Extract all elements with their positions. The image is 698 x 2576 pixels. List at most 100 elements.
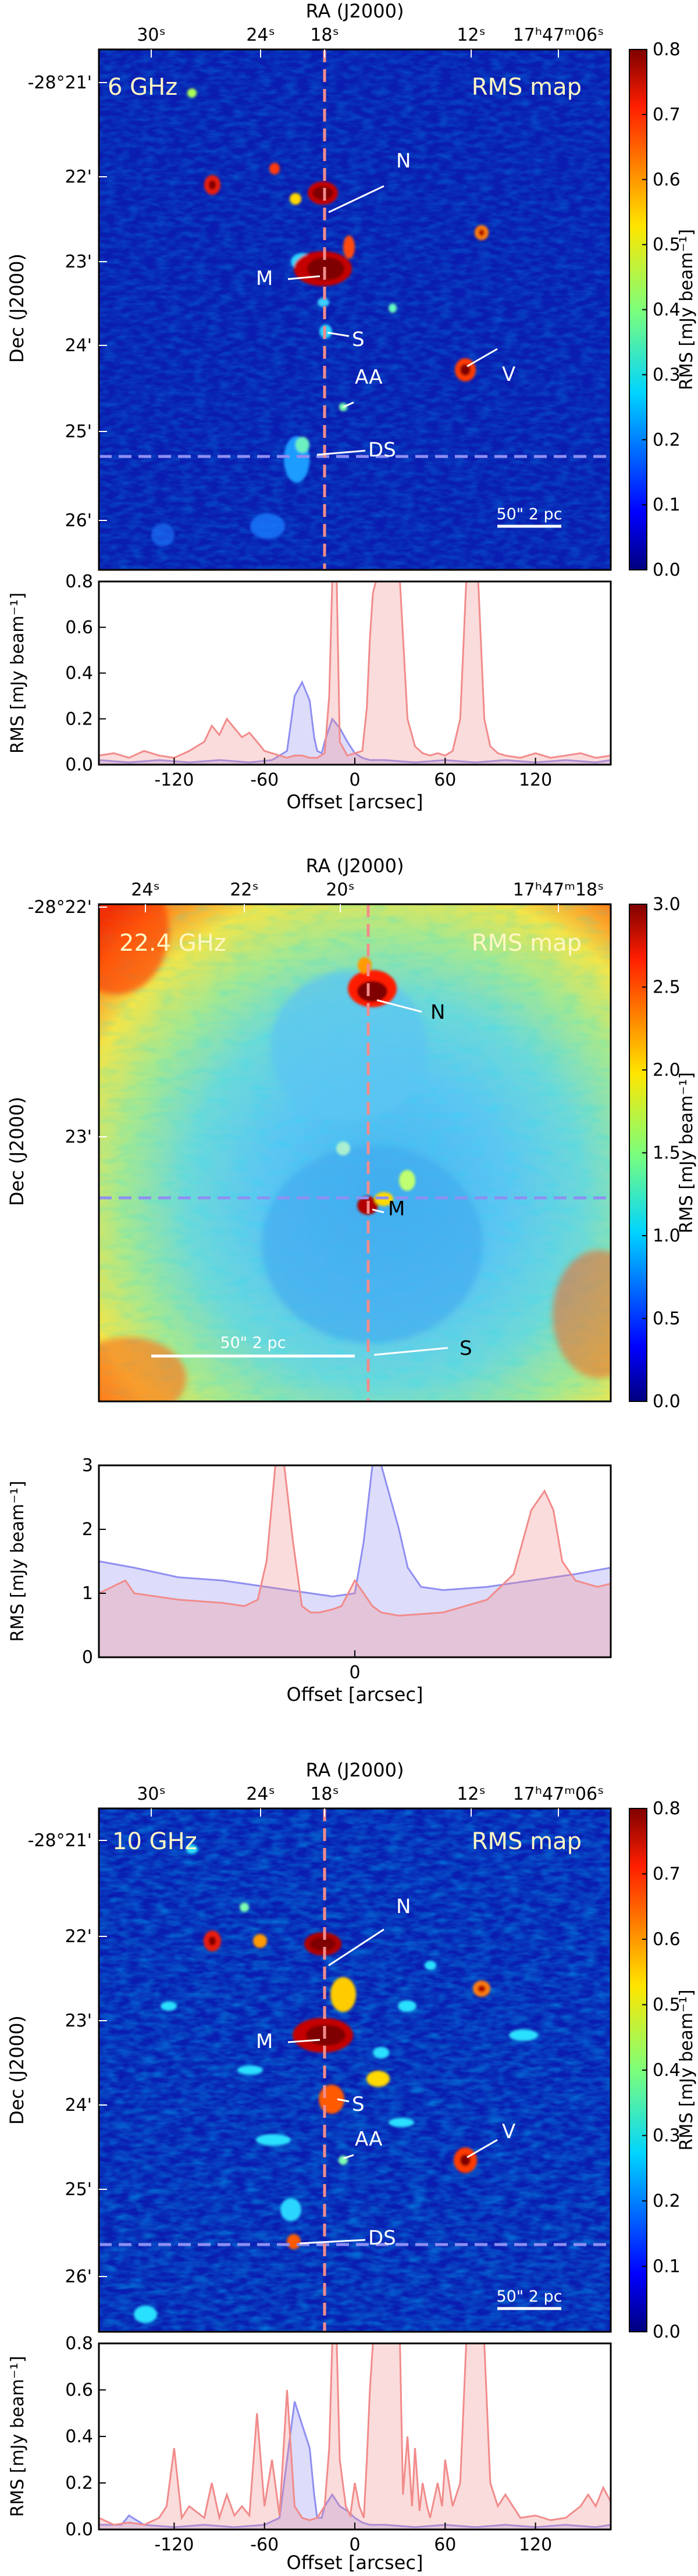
profile-xtick-label: 0 <box>349 770 360 790</box>
colorbar-label: RMS [mJy beam⁻¹] <box>676 229 697 390</box>
colorbar-tick-label: 0.6 <box>653 170 681 190</box>
profile-ylabel: RMS [mJy beam⁻¹] <box>8 1480 28 1642</box>
source-label-aa: AA <box>355 2128 382 2151</box>
dec-tick-label: 23' <box>65 1127 92 1147</box>
colorbar-tick-label: 0.7 <box>653 1864 681 1885</box>
profile-ytick-label: 0.8 <box>65 572 93 592</box>
profile-ytick-label: 0.4 <box>65 663 93 684</box>
colorbar-tick-label: 0.0 <box>653 1392 681 1412</box>
colorbar-tick-label: 0.2 <box>653 430 681 450</box>
ra-tick-label: 17ʰ47ᵐ06ˢ <box>513 25 604 45</box>
ra-axis-label: RA (J2000) <box>306 855 404 877</box>
scale-label: 50" 2 pc <box>496 2288 562 2306</box>
colorbar-tick-label: 1.0 <box>653 1226 681 1246</box>
colorbar-tick-label: 2.0 <box>653 1060 681 1080</box>
ra-tick-label: 22ˢ <box>230 880 258 900</box>
ra-tick-label: 12ˢ <box>457 1784 485 1804</box>
profile-frame <box>98 580 612 766</box>
map-22ghz: 22.4 GHz RMS map N M S 50" 2 pc <box>98 903 612 1403</box>
panel-title: RMS map <box>472 930 582 957</box>
colorbar-tick-label: 1.5 <box>653 1143 681 1164</box>
profile-area-pink <box>99 1465 611 1657</box>
ra-tick-label: 30ˢ <box>137 25 165 45</box>
band-label: 10 GHz <box>112 1828 197 1855</box>
profile-xtick-label: 0 <box>349 1662 360 1683</box>
source-label-s: S <box>352 328 365 351</box>
ra-tick-label: 30ˢ <box>137 1784 165 1804</box>
source-label-s: S <box>460 1337 472 1360</box>
map-6ghz: 6 GHz RMS map N M S AA V DS 50" 2 pc <box>98 48 612 571</box>
profile-line-pink <box>99 1465 611 1617</box>
colorbar-tick-label: 0.1 <box>653 495 681 515</box>
source-label-v: V <box>502 363 515 386</box>
profile-ylabel: RMS [mJy beam⁻¹] <box>8 2356 28 2517</box>
profile-area-pink <box>99 2343 611 2529</box>
colorbar-tick-label: 0.6 <box>653 1929 681 1950</box>
profile-ytick-label: 0.2 <box>65 709 93 729</box>
profile-ytick-label: 0.4 <box>65 2427 93 2447</box>
profile-xtick-label: -60 <box>250 770 279 790</box>
profile-xtick-label: -60 <box>250 2535 279 2555</box>
profile-ytick-label: 0.8 <box>65 2334 93 2354</box>
ra-tick-label: 17ʰ47ᵐ18ˢ <box>513 880 604 900</box>
profile-ytick-label: 0.0 <box>65 2520 93 2540</box>
colorbar-tick-label: 0.0 <box>653 560 681 580</box>
profile-xlabel: Offset [arcsec] <box>287 1683 423 1706</box>
colorbar <box>629 1808 647 2332</box>
colorbar-tick-label: 0.5 <box>653 1309 681 1329</box>
colorbar-tick-label: 0.3 <box>653 2126 681 2146</box>
dec-tick-label: 26' <box>65 511 92 531</box>
profile-xlabel: Offset [arcsec] <box>287 2552 423 2574</box>
source-label-v: V <box>502 2120 515 2143</box>
colorbar-tick-label: 0.4 <box>653 300 681 320</box>
source-label-aa: AA <box>355 366 382 389</box>
profile-xtick-label: -120 <box>154 2535 194 2555</box>
ra-tick-label: 24ˢ <box>131 880 159 900</box>
profile-ytick-label: 0.6 <box>65 2380 93 2400</box>
colorbar-tick-label: 0.3 <box>653 365 681 385</box>
source-label-n: N <box>430 1001 445 1024</box>
ra-tick-label: 18ˢ <box>310 1784 339 1804</box>
dec-tick-label: 26' <box>65 2267 92 2287</box>
ra-tick-label: 24ˢ <box>246 1784 275 1804</box>
band-label: 6 GHz <box>108 74 177 101</box>
profile-ytick-label: 2 <box>82 1519 93 1540</box>
source-label-m: M <box>388 1197 405 1221</box>
colorbar-tick-label: 2.5 <box>653 977 681 998</box>
profile-ytick-label: 1 <box>82 1583 93 1604</box>
colorbar-tick-label: 0.0 <box>653 2322 681 2342</box>
source-label-m: M <box>256 267 273 290</box>
colorbar-tick-label: 0.5 <box>653 235 681 255</box>
ra-axis-label: RA (J2000) <box>306 0 404 22</box>
dec-tick-label: 23' <box>65 252 92 272</box>
panel-title: RMS map <box>472 74 582 101</box>
dec-tick-label: 22' <box>65 167 92 187</box>
ra-tick-label: 24ˢ <box>246 25 275 45</box>
profile-line-pink <box>99 2343 611 2526</box>
profile-xtick-label: 60 <box>434 770 456 790</box>
dec-tick-label: -28°22' <box>28 897 92 918</box>
dec-axis-label: Dec (J2000) <box>6 1097 28 1206</box>
ra-axis-label: RA (J2000) <box>306 1759 404 1781</box>
colorbar-tick-label: 3.0 <box>653 894 681 915</box>
ra-tick-label: 20ˢ <box>326 880 354 900</box>
profile-line-pink <box>99 581 611 759</box>
band-label: 22.4 GHz <box>119 930 226 957</box>
dec-axis-label: Dec (J2000) <box>6 254 28 363</box>
profile-xtick-label: 120 <box>519 770 552 790</box>
profile-line-blue <box>99 2401 611 2528</box>
source-label-n: N <box>396 149 411 173</box>
profile-area-pink <box>99 581 611 765</box>
colorbar-tick-label: 0.5 <box>653 1995 681 2015</box>
profile-xtick-label: 0 <box>349 2535 360 2555</box>
panel-title: RMS map <box>472 1828 582 1855</box>
dec-tick-label: -28°21' <box>28 73 92 93</box>
map-10ghz: 10 GHz RMS map N M S AA V DS 50" 2 pc <box>98 1807 612 2333</box>
profile-line-blue <box>99 1465 611 1598</box>
dec-axis-label: Dec (J2000) <box>6 2015 28 2125</box>
profile-xlabel: Offset [arcsec] <box>287 791 423 813</box>
profile-ytick-label: 0.0 <box>65 755 93 775</box>
dec-tick-label: -28°21' <box>28 1831 92 1851</box>
colorbar-tick-label: 0.1 <box>653 2257 681 2277</box>
